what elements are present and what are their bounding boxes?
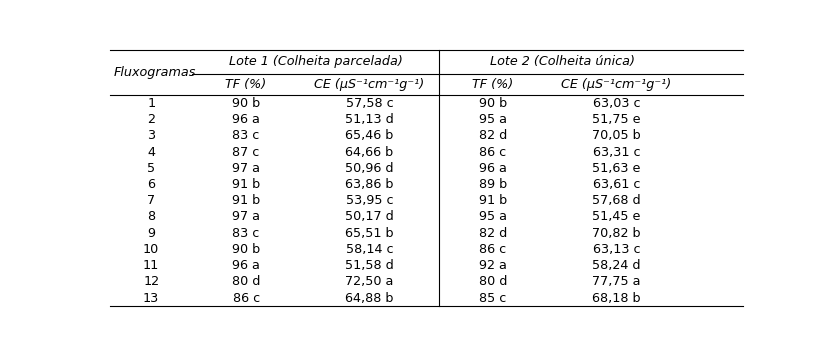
Text: 70,82 b: 70,82 b: [591, 227, 640, 240]
Text: CE (μS⁻¹cm⁻¹g⁻¹): CE (μS⁻¹cm⁻¹g⁻¹): [314, 78, 424, 91]
Text: 91 b: 91 b: [232, 178, 260, 191]
Text: Fluxogramas: Fluxogramas: [113, 66, 195, 79]
Text: 80 d: 80 d: [478, 275, 507, 288]
Text: 72,50 a: 72,50 a: [345, 275, 393, 288]
Text: CE (μS⁻¹cm⁻¹g⁻¹): CE (μS⁻¹cm⁻¹g⁻¹): [561, 78, 671, 91]
Text: 1: 1: [147, 97, 155, 110]
Text: 63,61 c: 63,61 c: [592, 178, 639, 191]
Text: 50,17 d: 50,17 d: [344, 210, 393, 223]
Text: 10: 10: [143, 243, 159, 256]
Text: TF (%): TF (%): [472, 78, 513, 91]
Text: 9: 9: [147, 227, 155, 240]
Text: 51,13 d: 51,13 d: [344, 113, 393, 126]
Text: 70,05 b: 70,05 b: [591, 130, 640, 142]
Text: 65,46 b: 65,46 b: [345, 130, 393, 142]
Text: 92 a: 92 a: [479, 259, 506, 272]
Text: 68,18 b: 68,18 b: [591, 292, 640, 304]
Text: 51,45 e: 51,45 e: [591, 210, 640, 223]
Text: 95 a: 95 a: [479, 210, 506, 223]
Text: 91 b: 91 b: [479, 194, 507, 207]
Text: 64,88 b: 64,88 b: [344, 292, 393, 304]
Text: 3: 3: [147, 130, 155, 142]
Text: 8: 8: [147, 210, 155, 223]
Text: 6: 6: [147, 178, 155, 191]
Text: 58,24 d: 58,24 d: [591, 259, 640, 272]
Text: 64,66 b: 64,66 b: [345, 146, 393, 159]
Text: 87 c: 87 c: [232, 146, 259, 159]
Text: TF (%): TF (%): [225, 78, 267, 91]
Text: 65,51 b: 65,51 b: [344, 227, 393, 240]
Text: 96 a: 96 a: [479, 162, 506, 175]
Text: 57,58 c: 57,58 c: [345, 97, 392, 110]
Text: 63,31 c: 63,31 c: [592, 146, 639, 159]
Text: 51,75 e: 51,75 e: [591, 113, 640, 126]
Text: 97 a: 97 a: [232, 210, 260, 223]
Text: 96 a: 96 a: [232, 259, 260, 272]
Text: 57,68 d: 57,68 d: [591, 194, 640, 207]
Text: 12: 12: [143, 275, 159, 288]
Text: 7: 7: [147, 194, 155, 207]
Text: 63,13 c: 63,13 c: [592, 243, 639, 256]
Text: 90 b: 90 b: [232, 243, 260, 256]
Text: 51,63 e: 51,63 e: [591, 162, 640, 175]
Text: 53,95 c: 53,95 c: [345, 194, 392, 207]
Text: 82 d: 82 d: [479, 130, 507, 142]
Text: 80 d: 80 d: [232, 275, 260, 288]
Text: 86 c: 86 c: [233, 292, 259, 304]
Text: 86 c: 86 c: [479, 146, 506, 159]
Text: 85 c: 85 c: [479, 292, 506, 304]
Text: 96 a: 96 a: [232, 113, 260, 126]
Text: 51,58 d: 51,58 d: [344, 259, 393, 272]
Text: 63,86 b: 63,86 b: [344, 178, 393, 191]
Text: 11: 11: [143, 259, 159, 272]
Text: 5: 5: [147, 162, 155, 175]
Text: Lote 2 (Colheita única): Lote 2 (Colheita única): [489, 55, 634, 69]
Text: 83 c: 83 c: [232, 227, 259, 240]
Text: 77,75 a: 77,75 a: [591, 275, 640, 288]
Text: Lote 1 (Colheita parcelada): Lote 1 (Colheita parcelada): [229, 55, 402, 69]
Text: 82 d: 82 d: [479, 227, 507, 240]
Text: 2: 2: [147, 113, 155, 126]
Text: 86 c: 86 c: [479, 243, 506, 256]
Text: 89 b: 89 b: [479, 178, 507, 191]
Text: 90 b: 90 b: [232, 97, 260, 110]
Text: 58,14 c: 58,14 c: [345, 243, 392, 256]
Text: 50,96 d: 50,96 d: [344, 162, 393, 175]
Text: 13: 13: [143, 292, 159, 304]
Text: 4: 4: [147, 146, 155, 159]
Text: 91 b: 91 b: [232, 194, 260, 207]
Text: 90 b: 90 b: [479, 97, 507, 110]
Text: 63,03 c: 63,03 c: [592, 97, 639, 110]
Text: 97 a: 97 a: [232, 162, 260, 175]
Text: 83 c: 83 c: [232, 130, 259, 142]
Text: 95 a: 95 a: [479, 113, 506, 126]
